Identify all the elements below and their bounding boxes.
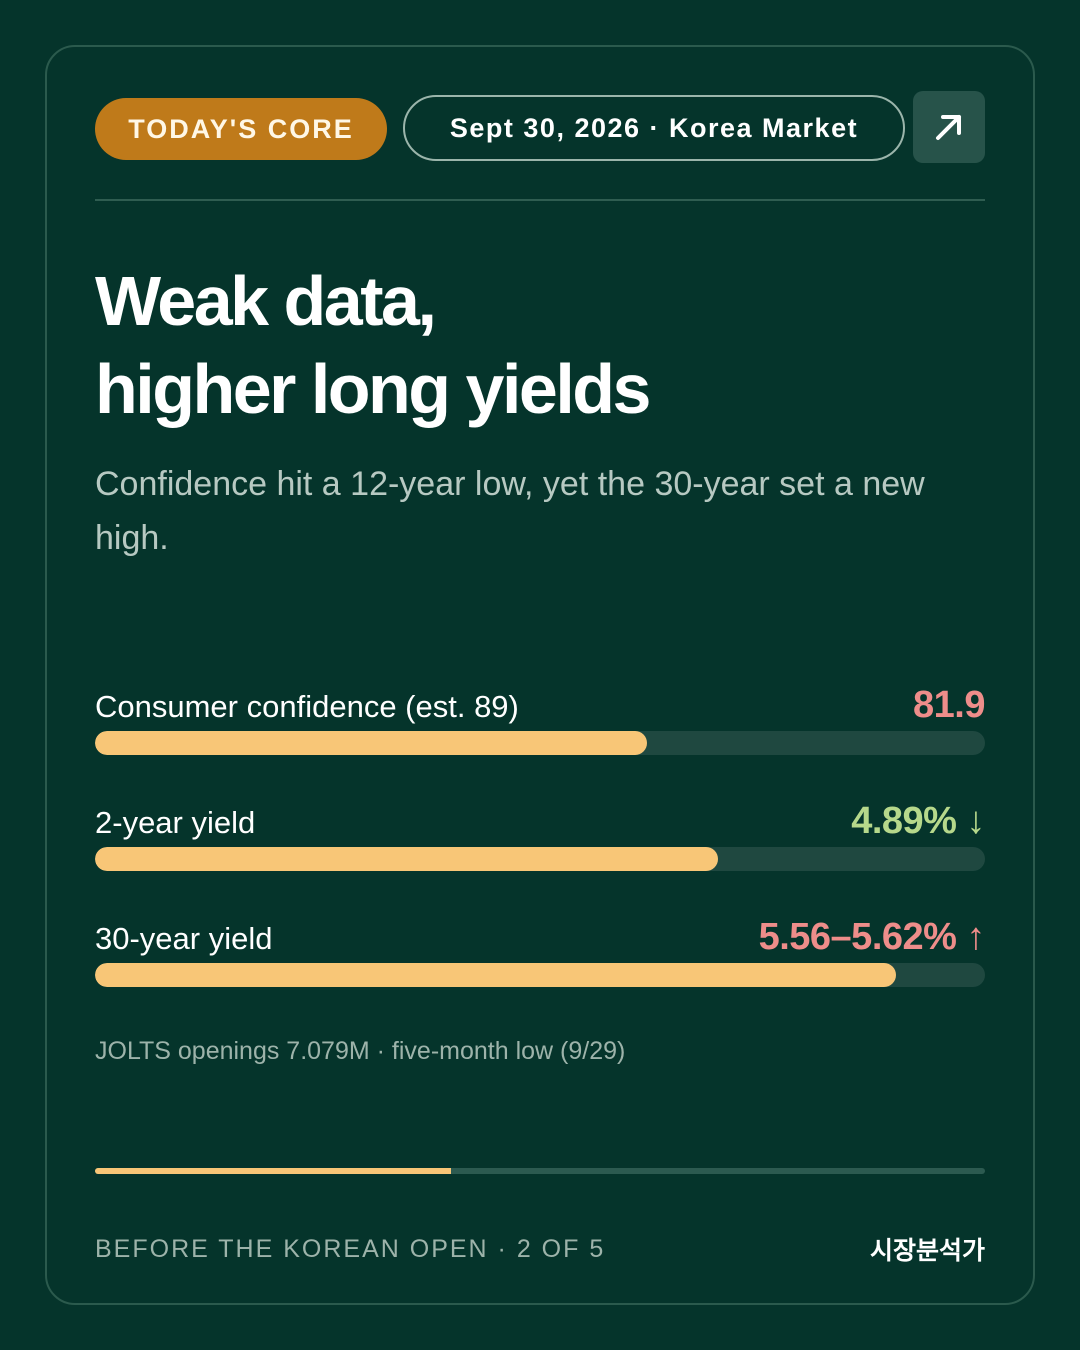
- metric-value-text: 4.89%: [851, 800, 957, 842]
- headline-line-1: Weak data,: [95, 262, 437, 340]
- metric-value: 81.9: [913, 683, 985, 727]
- metric-30-year-yield: 30-year yield 5.56–5.62% ↑: [95, 916, 985, 1009]
- metric-label: Consumer confidence (est. 89): [95, 689, 519, 724]
- metric-bar-fill: [95, 731, 647, 755]
- story-progress-track: [95, 1168, 985, 1174]
- card-header: TODAY'S CORE Sept 30, 2026 · Korea Marke…: [95, 91, 985, 165]
- brand-name: 시장분석가: [869, 1237, 985, 1265]
- metric-value: 5.56–5.62% ↑: [758, 915, 986, 959]
- footer-section-label: BEFORE THE KOREAN OPEN · 2 OF 5: [95, 1235, 606, 1263]
- arrow-up-right-icon: [936, 115, 961, 140]
- metric-2-year-yield: 2-year yield 4.89% ↓: [95, 800, 985, 893]
- headline-subtitle: Confidence hit a 12-year low, yet the 30…: [95, 465, 925, 557]
- metric-label: 30-year yield: [95, 921, 273, 956]
- metric-label: 2-year yield: [95, 805, 256, 840]
- metric-bar-track: [95, 847, 985, 871]
- story-card: TODAY'S CORE Sept 30, 2026 · Korea Marke…: [45, 45, 1035, 1305]
- metric-bar-fill: [95, 963, 896, 987]
- metric-bar-track: [95, 731, 985, 755]
- story-progress-fill: [95, 1168, 451, 1174]
- headline-line-2: higher long yields: [95, 350, 651, 428]
- metric-value-text: 5.56–5.62%: [758, 916, 957, 958]
- metric-arrow: ↓: [966, 800, 986, 842]
- date-market-pill: Sept 30, 2026 · Korea Market: [403, 95, 905, 161]
- metric-value-text: 81.9: [913, 684, 985, 726]
- header-divider: [95, 199, 985, 201]
- jolts-note: JOLTS openings 7.079M · five-month low (…: [95, 1037, 626, 1065]
- metric-arrow: ↑: [966, 916, 986, 958]
- metric-bar-fill: [95, 847, 718, 871]
- metric-value: 4.89% ↓: [851, 799, 985, 843]
- metric-bar-track: [95, 963, 985, 987]
- todays-core-badge: TODAY'S CORE: [95, 98, 387, 160]
- open-link-button[interactable]: [913, 91, 985, 163]
- metric-consumer-confidence: Consumer confidence (est. 89) 81.9: [95, 684, 985, 777]
- headline-title: Weak data, higher long yields: [95, 257, 975, 433]
